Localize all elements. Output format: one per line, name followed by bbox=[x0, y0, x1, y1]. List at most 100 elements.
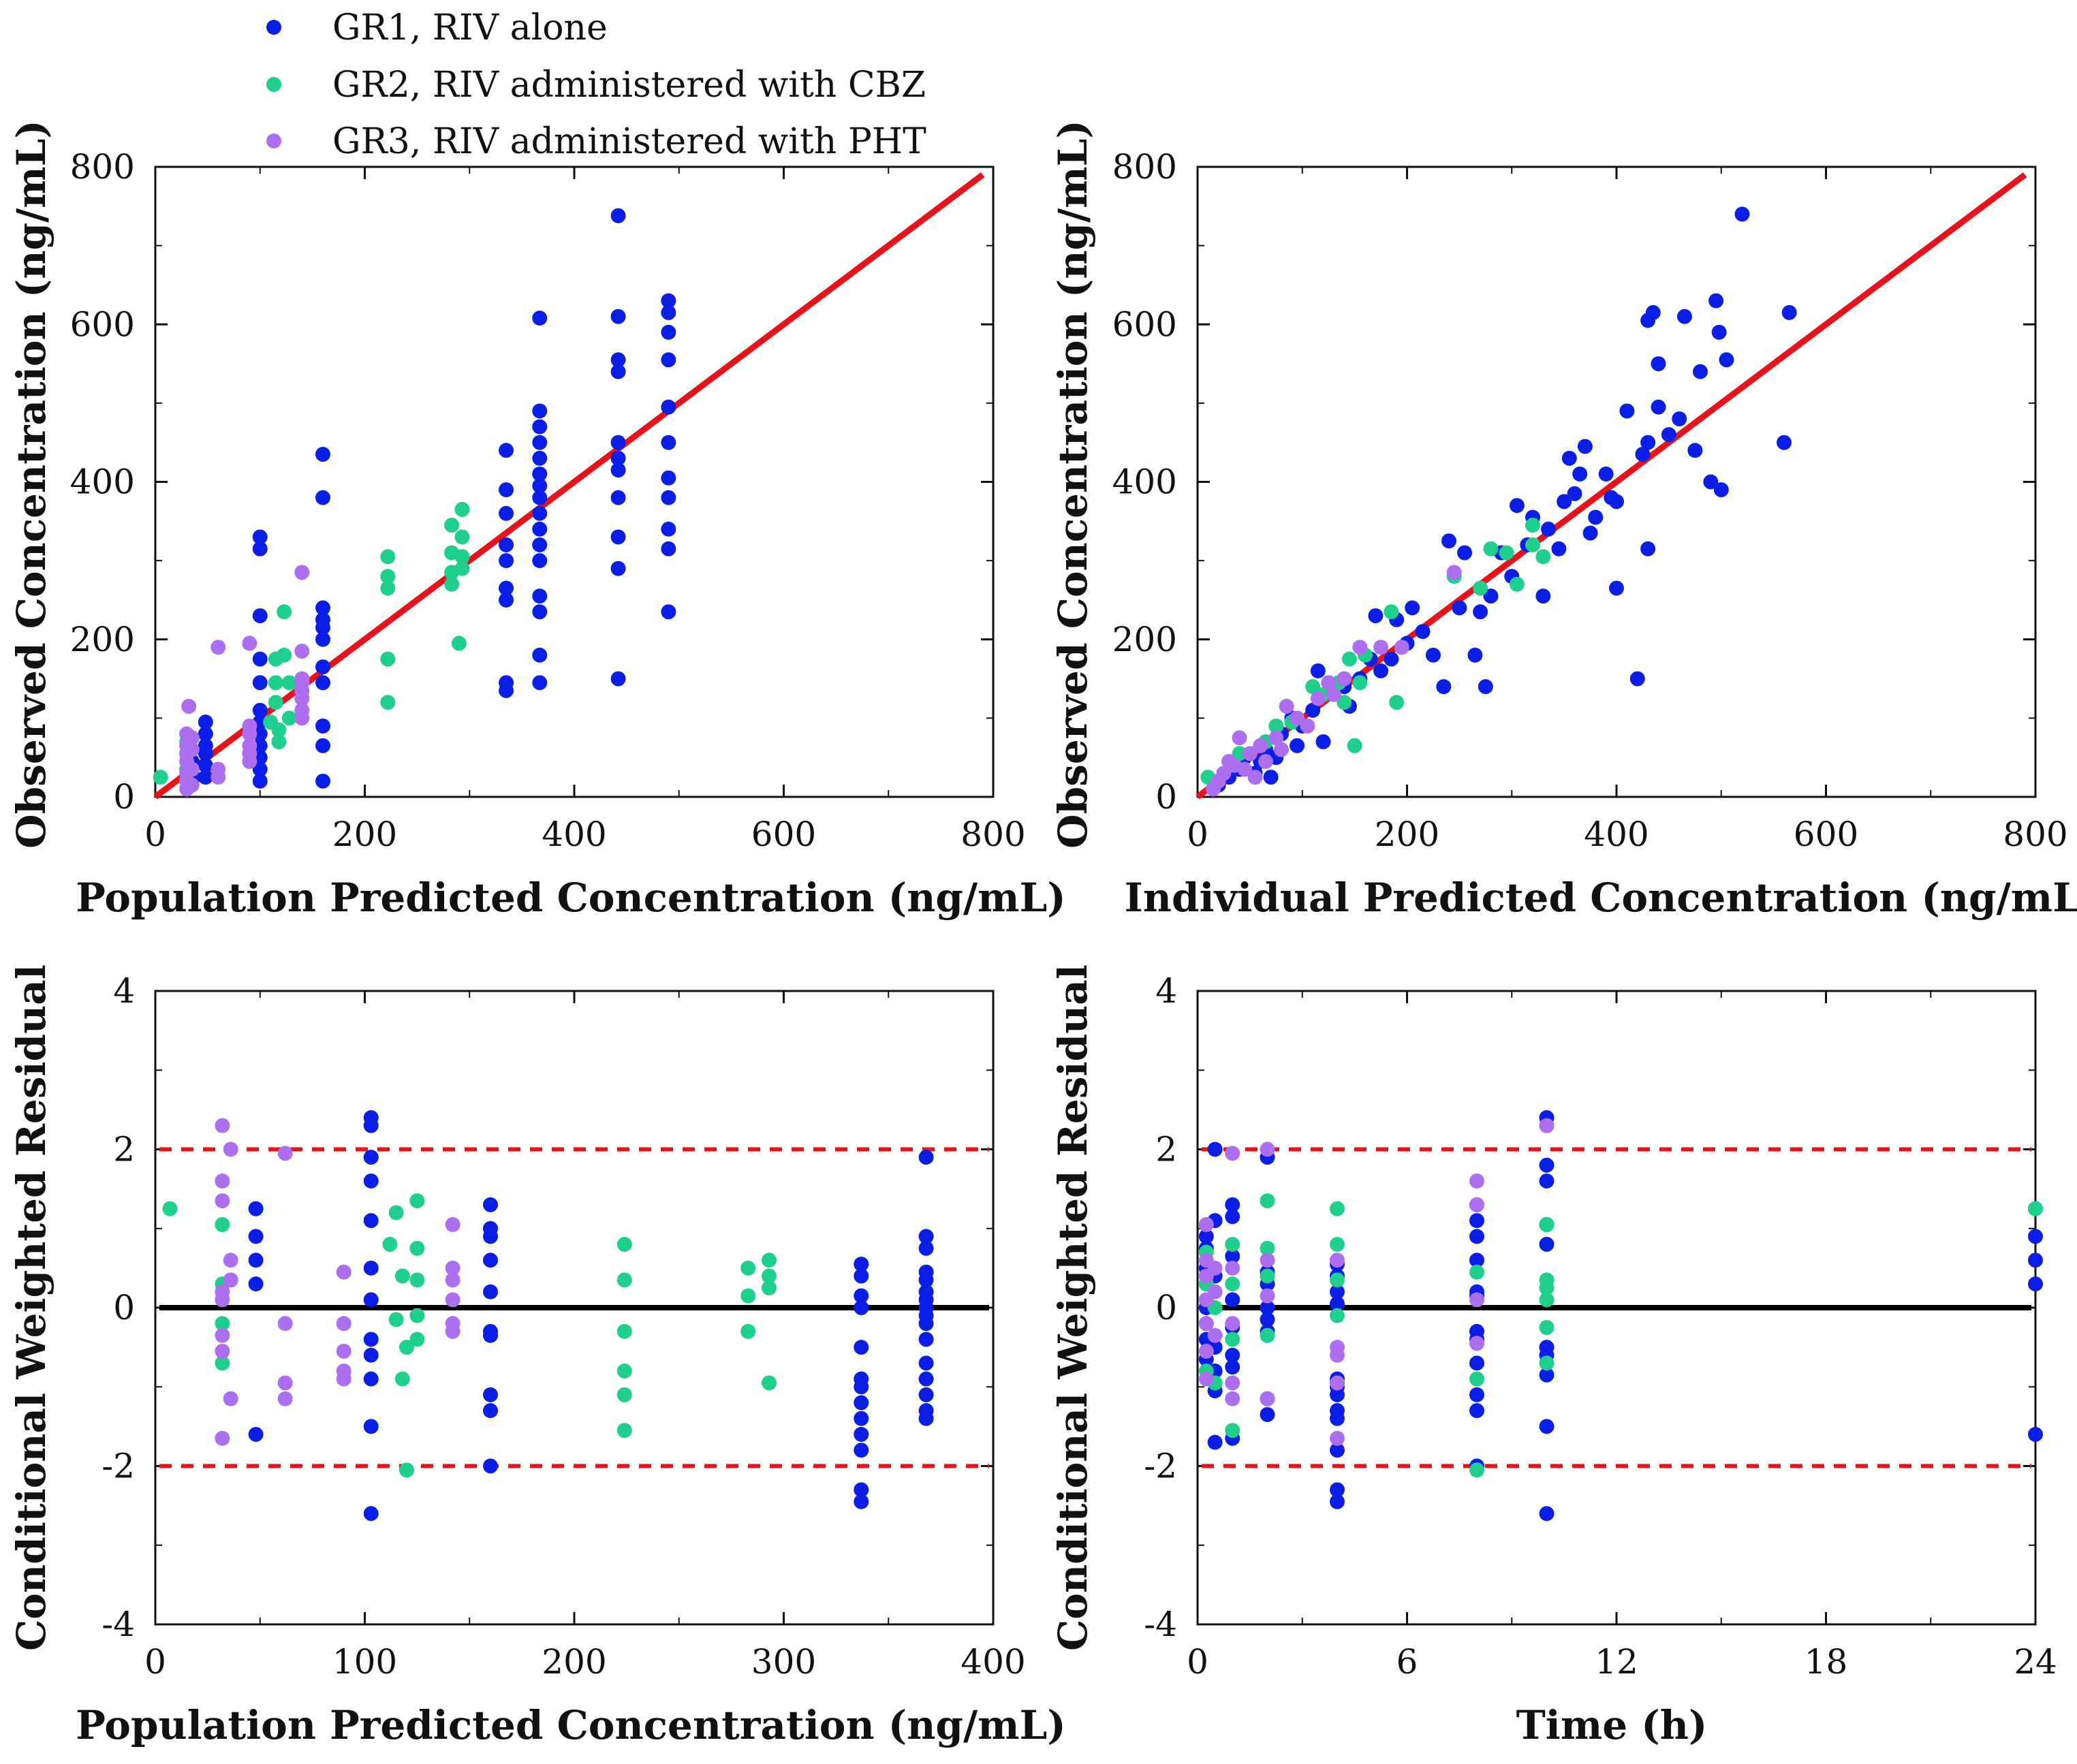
x-tick-label: 400 bbox=[961, 1642, 1025, 1682]
legend-label-gr3: GR3, RIV administered with PHT bbox=[332, 121, 926, 162]
data-point-gr1 bbox=[610, 561, 626, 576]
data-point-gr1 bbox=[1541, 521, 1557, 537]
data-point-gr3 bbox=[1225, 1391, 1240, 1406]
y-axis-title: Observed Concentration (ng/mL) bbox=[1050, 120, 1096, 849]
data-point-gr3 bbox=[1198, 1371, 1214, 1387]
data-point-gr1 bbox=[1310, 663, 1326, 678]
data-point-gr3 bbox=[1258, 753, 1273, 769]
data-point-gr2 bbox=[215, 1355, 230, 1371]
legend-marker-gr2 bbox=[266, 77, 281, 92]
data-point-gr1 bbox=[918, 1229, 934, 1244]
data-point-gr2 bbox=[1225, 1423, 1240, 1438]
data-point-gr2 bbox=[761, 1253, 777, 1268]
legend-marker-gr3 bbox=[266, 133, 281, 148]
y-tick-label: 4 bbox=[113, 971, 135, 1011]
data-point-gr2 bbox=[1225, 1332, 1240, 1347]
data-point-gr1 bbox=[315, 659, 330, 675]
data-point-gr1 bbox=[610, 364, 626, 379]
data-point-gr2 bbox=[761, 1280, 777, 1295]
data-point-gr1 bbox=[532, 521, 548, 537]
data-point-gr1 bbox=[661, 470, 676, 486]
data-point-gr3 bbox=[1274, 742, 1289, 757]
panel-marks: 0 200 400 600 800 0 200 400 600 800 bbox=[70, 147, 1026, 854]
data-point-gr1 bbox=[483, 1327, 498, 1343]
data-point-gr1 bbox=[363, 1213, 379, 1229]
x-tick-label: 800 bbox=[2003, 815, 2067, 854]
x-axis-title: Population Predicted Concentration (ng/m… bbox=[76, 1702, 1066, 1748]
data-point-gr3 bbox=[1232, 730, 1247, 746]
data-point-gr1 bbox=[854, 1395, 869, 1411]
data-point-gr1 bbox=[1609, 494, 1624, 509]
data-point-gr2 bbox=[382, 1237, 398, 1252]
data-point-gr1 bbox=[918, 1272, 934, 1288]
data-point-gr1 bbox=[1457, 545, 1473, 561]
data-point-gr3 bbox=[1225, 1146, 1240, 1161]
data-point-gr1 bbox=[1551, 541, 1567, 556]
data-point-gr2 bbox=[740, 1323, 756, 1339]
data-point-gr1 bbox=[1539, 1174, 1555, 1188]
data-point-gr1 bbox=[1405, 600, 1420, 616]
data-point-gr3 bbox=[1300, 718, 1315, 734]
data-point-gr1 bbox=[1415, 624, 1431, 640]
data-point-gr1 bbox=[1225, 1197, 1240, 1212]
data-point-gr1 bbox=[363, 1371, 379, 1387]
data-point-gr2 bbox=[1268, 718, 1284, 734]
data-point-gr1 bbox=[1330, 1443, 1345, 1458]
data-point-gr2 bbox=[1539, 1216, 1555, 1232]
data-point-gr2 bbox=[761, 1375, 777, 1391]
y-tick-label: -2 bbox=[101, 1447, 135, 1486]
data-point-gr1 bbox=[363, 1150, 379, 1165]
data-point-gr1 bbox=[661, 604, 676, 620]
data-point-gr1 bbox=[1619, 403, 1635, 419]
data-point-gr2 bbox=[1469, 1371, 1484, 1387]
data-point-gr3 bbox=[1330, 1375, 1345, 1391]
data-point-gr1 bbox=[610, 529, 626, 545]
data-point-gr3 bbox=[294, 702, 310, 718]
data-point-gr3 bbox=[445, 1260, 460, 1276]
data-point-gr1 bbox=[483, 1253, 498, 1268]
data-point-gr2 bbox=[409, 1193, 425, 1209]
y-tick-label: 4 bbox=[1155, 971, 1177, 1011]
data-point-gr2 bbox=[1483, 541, 1499, 556]
data-point-gr1 bbox=[532, 647, 548, 663]
data-point-gr3 bbox=[215, 1174, 230, 1188]
data-point-gr2 bbox=[1509, 576, 1525, 592]
data-point-gr1 bbox=[2028, 1229, 2043, 1244]
data-point-gr2 bbox=[444, 518, 460, 533]
data-point-gr1 bbox=[248, 1201, 264, 1216]
data-point-gr1 bbox=[1572, 466, 1588, 482]
x-tick-label: 800 bbox=[961, 815, 1025, 854]
data-point-gr2 bbox=[388, 1205, 404, 1220]
y-tick-label: 800 bbox=[70, 147, 135, 187]
data-point-gr1 bbox=[610, 450, 626, 466]
y-tick-label: 0 bbox=[113, 1288, 135, 1327]
data-point-gr1 bbox=[1651, 399, 1666, 415]
data-point-gr1 bbox=[1567, 486, 1582, 501]
y-tick-label: 0 bbox=[1155, 1288, 1177, 1327]
data-point-gr2 bbox=[268, 695, 283, 710]
data-point-gr1 bbox=[532, 466, 548, 482]
data-point-gr1 bbox=[1330, 1284, 1345, 1300]
data-point-gr1 bbox=[1582, 525, 1598, 541]
y-tick-label: 600 bbox=[1112, 304, 1177, 344]
data-point-gr1 bbox=[854, 1300, 869, 1315]
data-point-gr1 bbox=[1711, 324, 1727, 340]
data-point-gr1 bbox=[1734, 206, 1750, 222]
data-point-gr2 bbox=[451, 635, 467, 651]
data-point-gr2 bbox=[409, 1308, 425, 1323]
y-tick-label: 400 bbox=[1112, 462, 1177, 502]
data-point-gr1 bbox=[315, 738, 330, 753]
data-point-gr3 bbox=[336, 1316, 352, 1332]
data-point-gr1 bbox=[252, 651, 268, 667]
data-point-gr3 bbox=[1469, 1197, 1484, 1212]
data-point-gr1 bbox=[363, 1260, 379, 1276]
data-point-gr2 bbox=[1305, 679, 1321, 695]
data-point-gr1 bbox=[532, 435, 548, 450]
data-point-gr2 bbox=[1330, 1201, 1345, 1216]
data-point-gr1 bbox=[1330, 1494, 1345, 1509]
data-point-gr3 bbox=[223, 1253, 238, 1268]
data-point-gr1 bbox=[918, 1316, 934, 1332]
data-point-gr2 bbox=[454, 549, 470, 565]
data-point-gr3 bbox=[1247, 770, 1263, 785]
panel-pop-pred-vs-observed: 0 200 400 600 800 0 200 400 600 800 Population Pr… bbox=[8, 120, 1066, 921]
